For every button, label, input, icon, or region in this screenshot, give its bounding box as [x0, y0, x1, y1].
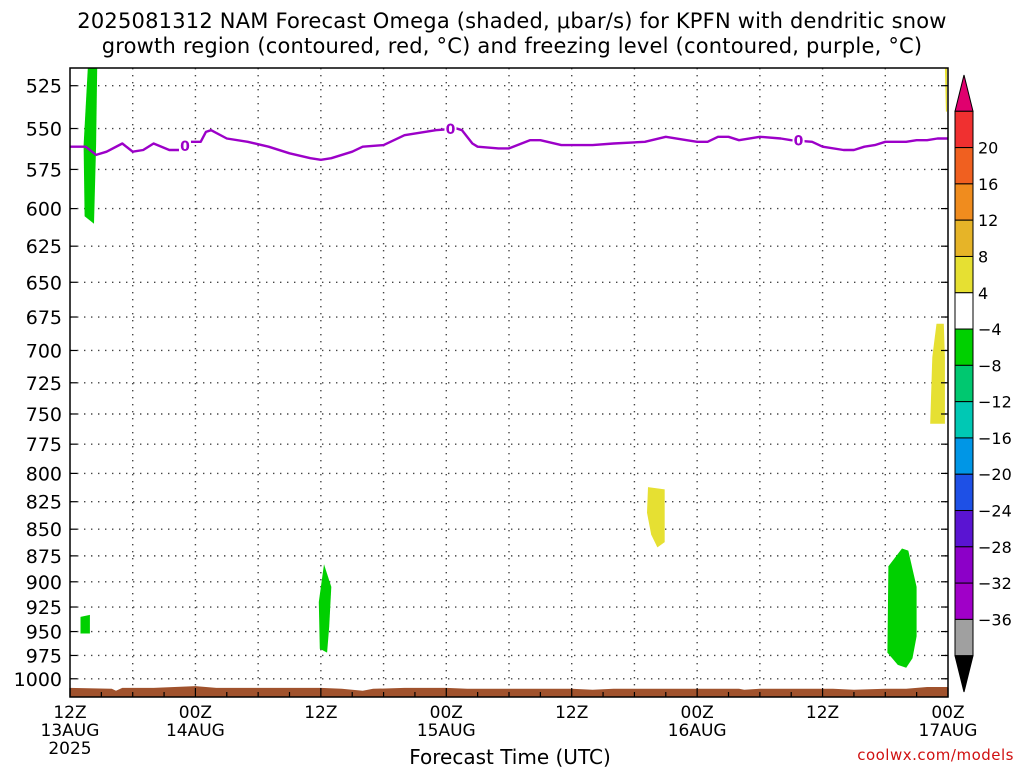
colorbar-cell-9	[954, 401, 974, 439]
freezing-level-label-3: 0	[794, 134, 804, 150]
x-tick-date-3: 15AUG	[417, 721, 476, 741]
freezing-level-layer: 0 0 0	[70, 122, 948, 161]
y-tick-label-550: 550	[26, 119, 62, 141]
colorbar-label-4: 4	[978, 284, 988, 303]
colorbar-label-9: −20	[978, 465, 1012, 484]
y-tick-label-750: 750	[26, 404, 62, 426]
colorbar-label-11: −28	[978, 538, 1012, 557]
freezing-level-label-1: 0	[180, 139, 190, 155]
y-tick-label-725: 725	[26, 373, 62, 395]
freezing-level-label-2: 0	[446, 122, 456, 138]
omega-blob-3	[318, 564, 332, 653]
x-tick-year-0: 2025	[48, 739, 91, 759]
y-tick-label-825: 825	[26, 492, 62, 514]
x-tick-label-4: 12Z	[555, 703, 588, 723]
x-tick-date-1: 14AUG	[166, 721, 225, 741]
y-axis: 525 550 575 600 625 650 675 700 725 750 775 800 825 8…	[14, 76, 948, 691]
chart-title-line1: 2025081312 NAM Forecast Omega (shaded, μ…	[77, 9, 947, 33]
freezing-label-bg-1	[178, 138, 191, 153]
y-tick-label-925: 925	[26, 597, 62, 619]
x-tick-label-0: 12Z	[53, 703, 86, 723]
colorbar-label-12: −32	[978, 574, 1012, 593]
chart-title-line2: growth region (contoured, red, °C) and f…	[101, 34, 923, 58]
colorbar-cell-8	[954, 364, 974, 403]
colorbar-cell-5	[954, 255, 974, 294]
colorbar-label-3: 8	[978, 247, 988, 266]
colorbar-label-10: −24	[978, 502, 1012, 521]
colorbar-cell-1	[954, 110, 974, 149]
x-axis-title: Forecast Time (UTC)	[409, 745, 611, 768]
y-tick-label-875: 875	[26, 546, 62, 568]
y-tick-label-625: 625	[26, 236, 62, 258]
y-tick-label-950: 950	[26, 622, 62, 644]
freezing-label-bg-3	[792, 133, 805, 148]
credit-link[interactable]: coolwx.com/models	[857, 746, 1014, 764]
colorbar-cell-2	[954, 147, 974, 185]
colorbar-cell-3	[954, 183, 974, 221]
x-tick-date-7: 17AUG	[919, 721, 978, 741]
colorbar-cell-7	[954, 328, 974, 366]
freezing-label-bg-2	[444, 122, 457, 137]
y-tick-label-600: 600	[26, 199, 62, 221]
x-tick-label-5: 00Z	[681, 703, 714, 723]
colorbar-cell-14	[954, 582, 974, 620]
colorbar: 20 16 12 8 4 −4 −8 −12 −16 −20 −24 −28 −32 −36	[954, 74, 1012, 693]
x-tick-date-0: 13AUG	[41, 721, 100, 741]
colorbar-label-6: −8	[978, 356, 1002, 375]
plot-area	[70, 68, 948, 697]
omega-blob-6	[930, 323, 945, 424]
colorbar-cap-top	[954, 74, 974, 112]
colorbar-cell-11	[954, 473, 974, 512]
omega-blob-7	[944, 68, 947, 112]
y-tick-label-1000: 1000	[14, 669, 62, 691]
y-tick-label-575: 575	[26, 159, 62, 181]
colorbar-cell-6	[954, 292, 974, 330]
colorbar-cell-10	[954, 437, 974, 475]
y-tick-label-775: 775	[26, 434, 62, 456]
y-tick-label-800: 800	[26, 463, 62, 485]
colorbar-label-8: −16	[978, 429, 1012, 448]
plot-background	[70, 68, 948, 697]
omega-blobs	[80, 68, 947, 668]
colorbar-label-1: 16	[978, 175, 998, 194]
y-tick-label-975: 975	[26, 645, 62, 667]
y-tick-label-525: 525	[26, 76, 62, 98]
x-tick-label-3: 00Z	[430, 703, 463, 723]
colorbar-label-5: −4	[978, 320, 1002, 339]
omega-blob-2	[80, 614, 90, 634]
colorbar-cell-15	[954, 618, 974, 657]
x-tick-date-5: 16AUG	[668, 721, 727, 741]
x-tick-label-6: 12Z	[806, 703, 839, 723]
omega-blob-4	[647, 487, 665, 548]
colorbar-label-2: 12	[978, 211, 998, 230]
colorbar-cell-12	[954, 510, 974, 548]
colorbar-label-7: −12	[978, 393, 1012, 412]
y-tick-label-700: 700	[26, 340, 62, 362]
colorbar-cell-4	[954, 219, 974, 257]
x-tick-label-1: 00Z	[179, 703, 212, 723]
omega-blob-1	[83, 68, 98, 224]
y-tick-label-900: 900	[26, 572, 62, 594]
x-tick-label-2: 12Z	[304, 703, 337, 723]
omega-blob-5	[887, 548, 917, 668]
y-tick-label-650: 650	[26, 272, 62, 294]
y-tick-label-850: 850	[26, 519, 62, 541]
x-tick-label-7: 00Z	[931, 703, 964, 723]
y-tick-label-675: 675	[26, 307, 62, 329]
colorbar-cell-13	[954, 546, 974, 584]
colorbar-label-13: −36	[978, 610, 1012, 629]
colorbar-cap-bottom	[954, 655, 974, 693]
colorbar-label-0: 20	[978, 139, 998, 158]
